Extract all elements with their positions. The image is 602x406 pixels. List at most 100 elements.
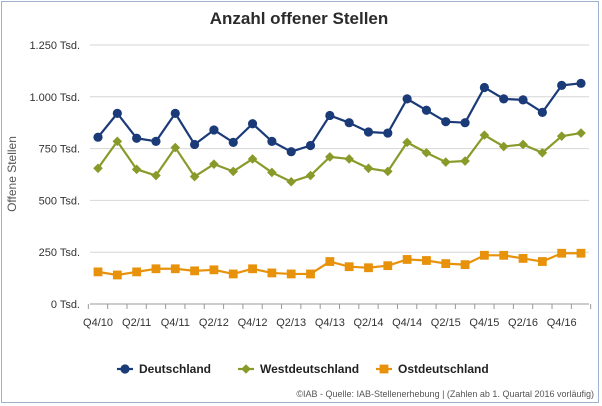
- data-point-westdeutschland: [93, 163, 103, 174]
- data-point-deutschland: [363, 127, 374, 137]
- data-point-ostdeutschland: [190, 266, 199, 276]
- x-tick-label: Q4/13: [315, 317, 345, 329]
- data-point-westdeutschland: [189, 171, 200, 182]
- x-tick-label: Q4/11: [161, 317, 190, 329]
- data-point-deutschland: [518, 95, 528, 105]
- series-line-westdeutschland: [97, 131, 582, 183]
- data-point-westdeutschland: [479, 130, 490, 140]
- data-point-deutschland: [383, 128, 393, 138]
- data-point-ostdeutschland: [306, 269, 315, 279]
- data-point-westdeutschland: [402, 137, 412, 148]
- data-point-deutschland: [93, 132, 103, 142]
- data-point-westdeutschland: [537, 147, 548, 158]
- data-point-deutschland: [132, 133, 142, 143]
- legend: Deutschland Westdeutschland Ostdeutschland: [117, 362, 489, 376]
- y-tick-label: 1.000 Tsd.: [29, 92, 80, 104]
- x-tick-label: Q2/15: [431, 317, 461, 329]
- data-point-westdeutschland: [131, 164, 142, 175]
- x-tick-label: Q4/16: [547, 317, 577, 329]
- data-point-westdeutschland: [286, 176, 296, 187]
- data-point-westdeutschland: [363, 163, 374, 174]
- data-point-ostdeutschland: [325, 257, 335, 266]
- data-point-ostdeutschland: [209, 265, 219, 275]
- data-point-ostdeutschland: [132, 267, 142, 277]
- data-point-ostdeutschland: [441, 259, 451, 268]
- data-point-westdeutschland: [170, 142, 181, 153]
- data-point-westdeutschland: [228, 166, 239, 177]
- data-point-westdeutschland: [498, 141, 509, 152]
- y-axis-label: Offene Stellen: [5, 136, 19, 212]
- data-point-westdeutschland: [383, 166, 393, 177]
- data-point-ostdeutschland: [480, 250, 489, 260]
- data-point-westdeutschland: [344, 154, 354, 164]
- data-point-ostdeutschland: [248, 264, 257, 274]
- data-point-deutschland: [557, 80, 567, 91]
- data-point-westdeutschland: [440, 157, 451, 167]
- data-point-deutschland: [151, 136, 161, 146]
- data-point-westdeutschland: [576, 128, 586, 138]
- x-tick-label: Q2/14: [353, 317, 383, 329]
- series-deutschland: [93, 78, 586, 157]
- data-point-westdeutschland: [209, 159, 219, 169]
- x-tick-label: Q2/13: [276, 317, 306, 329]
- data-point-westdeutschland: [556, 131, 567, 141]
- data-point-deutschland: [247, 119, 258, 129]
- data-point-deutschland: [402, 94, 412, 104]
- series-line-ostdeutschland: [97, 252, 581, 277]
- grid-lines: [90, 44, 589, 253]
- data-point-westdeutschland: [421, 147, 432, 158]
- data-point-westdeutschland: [267, 167, 277, 178]
- y-tick-label: 500 Tsd.: [39, 195, 80, 207]
- x-axis-ticks: Q4/10 Q2/11 Q4/11 Q2/12 Q4/12 Q2/13 Q4/13 Q2/14…: [83, 317, 577, 329]
- legend-label-ostdeutschland: Ostdeutschland: [398, 362, 489, 376]
- data-point-westdeutschland: [112, 136, 123, 147]
- data-point-deutschland: [479, 82, 489, 93]
- x-axis: [87, 303, 592, 309]
- y-axis-ticks: 0 Tsd. 250 Tsd. 500 Tsd. 750 Tsd. 1.000 Tsd.…: [29, 40, 80, 311]
- x-tick-label: Q2/16: [508, 317, 538, 329]
- data-point-ostdeutschland: [112, 270, 122, 280]
- data-point-deutschland: [576, 78, 586, 88]
- data-point-deutschland: [267, 136, 277, 146]
- data-point-ostdeutschland: [344, 262, 354, 272]
- x-tick-label: Q4/14: [392, 317, 422, 329]
- data-point-ostdeutschland: [364, 263, 373, 273]
- legend-label-westdeutschland: Westdeutschland: [260, 362, 359, 376]
- y-tick-label: 0 Tsd.: [51, 299, 80, 311]
- series-westdeutschland: [93, 128, 586, 187]
- data-point-westdeutschland: [518, 139, 528, 150]
- data-point-ostdeutschland: [402, 255, 412, 264]
- data-point-ostdeutschland: [267, 268, 277, 278]
- data-point-deutschland: [421, 105, 432, 115]
- data-point-deutschland: [228, 137, 238, 147]
- x-tick-label: Q2/12: [199, 317, 229, 329]
- data-point-ostdeutschland: [499, 250, 509, 260]
- data-point-deutschland: [170, 108, 180, 118]
- data-point-westdeutschland: [151, 170, 161, 181]
- legend-marker-deutschland: [120, 364, 130, 374]
- chart-title: Anzahl offener Stellen: [210, 9, 389, 28]
- data-point-westdeutschland: [247, 154, 258, 164]
- data-point-deutschland: [209, 125, 219, 135]
- data-point-ostdeutschland: [460, 260, 470, 270]
- data-point-ostdeutschland: [228, 269, 238, 279]
- series-ostdeutschland: [93, 248, 586, 280]
- source-credit: ©IAB - Quelle: IAB-Stellenerhebung | (Za…: [296, 389, 594, 399]
- data-point-deutschland: [190, 139, 200, 150]
- series-group: [93, 78, 586, 280]
- data-point-ostdeutschland: [422, 256, 431, 265]
- data-point-ostdeutschland: [518, 254, 528, 263]
- legend-label-deutschland: Deutschland: [139, 362, 211, 376]
- data-point-deutschland: [460, 118, 470, 128]
- x-tick-label: Q2/11: [122, 317, 151, 329]
- data-point-ostdeutschland: [93, 267, 103, 277]
- data-point-deutschland: [325, 110, 335, 121]
- data-point-westdeutschland: [325, 152, 335, 162]
- x-tick-label: Q4/15: [469, 317, 499, 329]
- data-point-ostdeutschland: [151, 264, 161, 274]
- data-point-deutschland: [286, 147, 296, 157]
- y-tick-label: 250 Tsd.: [39, 247, 80, 259]
- data-point-deutschland: [441, 117, 451, 127]
